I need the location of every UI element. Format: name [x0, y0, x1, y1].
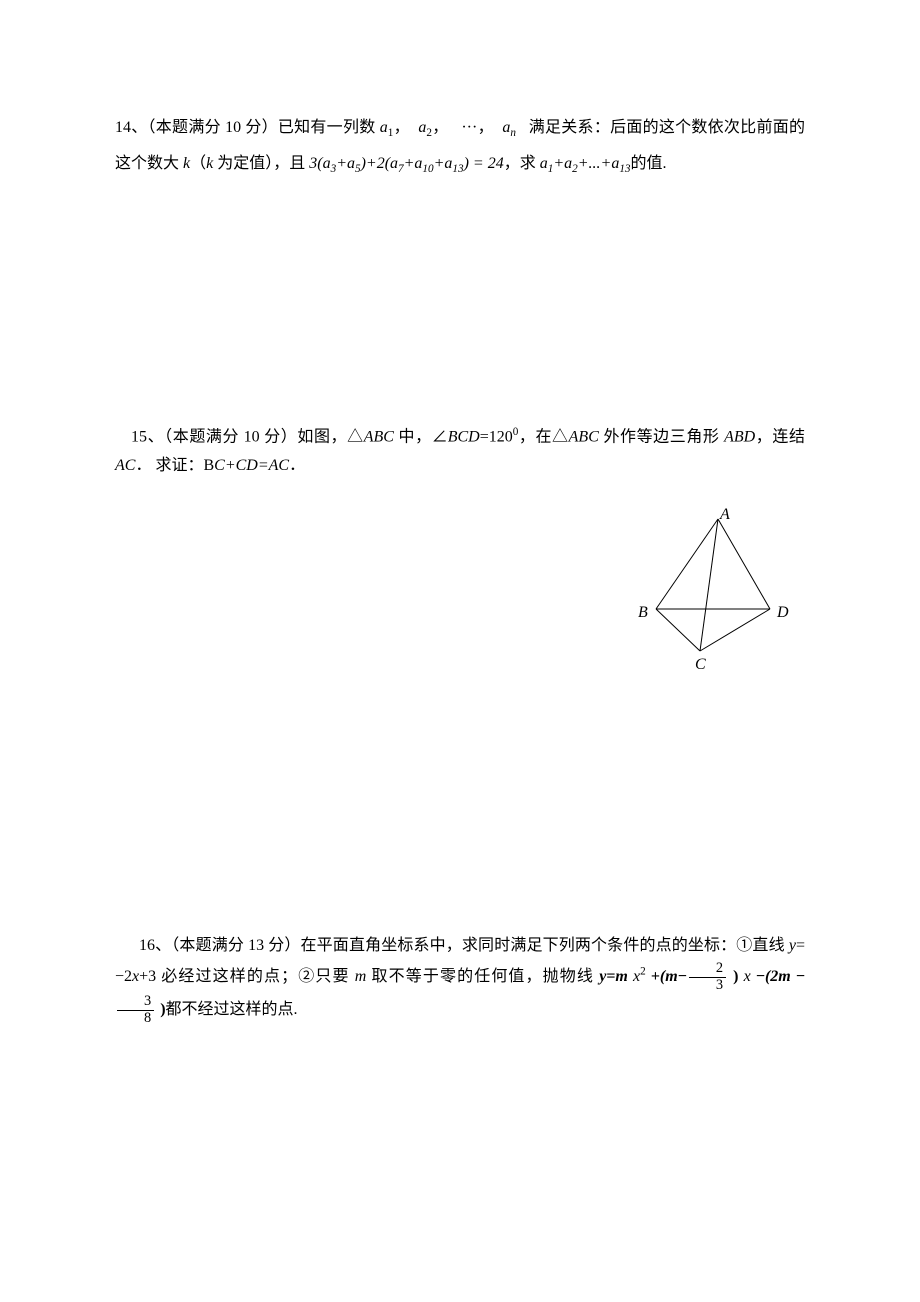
p15-t4: ，在△	[518, 428, 568, 445]
p16-min2: −	[751, 968, 765, 985]
p15-abd: ABD	[724, 428, 755, 445]
p15-t2: 中，∠	[394, 428, 448, 445]
frac2-den: 8	[117, 1011, 154, 1027]
figure-15-container: A B D C	[115, 511, 805, 671]
p14-kn: （	[190, 155, 206, 172]
p14-c2: ，	[432, 119, 449, 136]
figure-15: A B D C	[640, 511, 785, 677]
p14-a1: a	[380, 119, 388, 136]
p15-t3: =120	[480, 428, 513, 445]
label-B: B	[638, 599, 648, 628]
p14-intro: 14、（本题满分 10 分）已知有一列数	[115, 119, 375, 136]
p15-period: ．	[289, 457, 305, 474]
label-A: A	[720, 501, 730, 530]
p16-cp2: )	[156, 1001, 165, 1018]
p14-t3: ，求	[504, 155, 540, 172]
problem-15: 15、（本题满分 10 分）如图，△ABC 中，∠BCD=1200，在△ABC …	[115, 422, 805, 481]
p15-ac: AC	[115, 457, 135, 474]
frac-2-3: 23	[689, 961, 726, 994]
p15-t7: ． 求证：B	[135, 457, 214, 474]
p15-abc2: ABC	[569, 428, 599, 445]
p15-bcd: BCD	[448, 428, 480, 445]
problem-14: 14、（本题满分 10 分）已知有一列数 a1， a2， ···， an 满足关…	[115, 110, 805, 182]
p16-min3: −	[791, 968, 805, 985]
p16-t2: 取不等于零的任何值，抛物线	[366, 968, 599, 985]
p14-dots: ···，	[461, 119, 494, 136]
label-D: D	[777, 599, 789, 628]
p16-x2: x	[744, 968, 751, 985]
p14-kn2: 为定值），且	[213, 155, 309, 172]
p14-c1: ，	[393, 119, 410, 136]
p16-t3: 都不经过这样的点.	[166, 1001, 298, 1018]
frac2-num: 3	[117, 994, 154, 1011]
p16-pp: +(m	[646, 968, 678, 985]
p16-min: −	[678, 968, 687, 985]
frac-3-8: 38	[117, 994, 154, 1027]
frac1-num: 2	[689, 961, 726, 978]
triangle-diagram	[640, 511, 785, 666]
p15-t5: 外作等边三角形	[599, 428, 724, 445]
p16-y: y	[789, 937, 796, 954]
p16-p3: +3 必经过这样的点；②只要	[139, 968, 355, 985]
p16-cp: )	[728, 968, 744, 985]
p16-yb: y=m	[599, 968, 628, 985]
p15-t6: ，连结	[755, 428, 805, 445]
p16-xsq: x	[628, 968, 640, 985]
p15-t1: 15、（本题满分 10 分）如图，△	[131, 428, 364, 445]
p14-sum: a1+a2+...+a13	[540, 155, 631, 172]
p14-eq: 3(a3+a5)+2(a7+a10+a13) = 24	[309, 155, 503, 172]
p15-abc: ABC	[364, 428, 394, 445]
p14-t4: 的值.	[631, 155, 667, 172]
p16-op2: (2m	[765, 968, 791, 985]
p16-t1: 16、（本题满分 13 分）在平面直角坐标系中，求同时满足下列两个条件的点的坐标…	[139, 937, 789, 954]
frac1-den: 3	[689, 978, 726, 994]
label-C: C	[695, 651, 706, 680]
p14-an-sub: n	[510, 127, 516, 139]
p16-m: m	[355, 968, 367, 985]
p15-eq: C+CD=AC	[214, 457, 289, 474]
problem-16: 16、（本题满分 13 分）在平面直角坐标系中，求同时满足下列两个条件的点的坐标…	[115, 931, 805, 1027]
